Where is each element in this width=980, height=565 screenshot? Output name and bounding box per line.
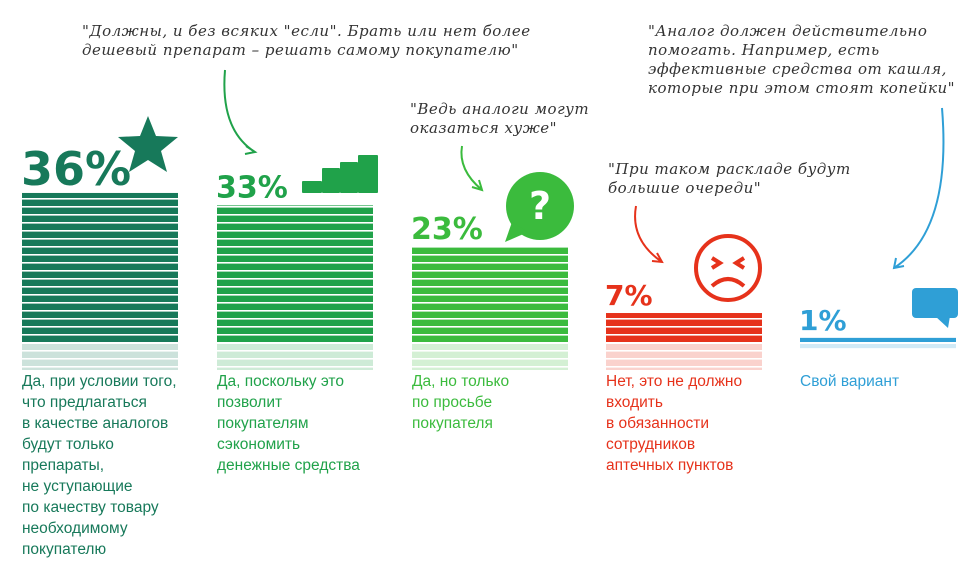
arrows <box>223 69 945 270</box>
bar <box>606 313 762 342</box>
sad-face-icon <box>694 234 762 302</box>
bar-reflection <box>217 344 373 370</box>
chat-icon <box>912 288 958 328</box>
bar-reflection <box>606 344 762 370</box>
bar-reflection <box>22 344 178 370</box>
value-label: 1% <box>799 304 847 337</box>
category-label: Свой вариант <box>800 373 900 390</box>
value-label: 36% <box>21 142 131 196</box>
money-icon <box>302 155 378 193</box>
bar <box>217 205 373 342</box>
quote: "Аналог должен действительно помогать. Н… <box>648 22 956 97</box>
quote: "Ведь аналоги могут оказаться хуже" <box>410 100 590 137</box>
bar <box>800 337 956 342</box>
value-label: 23% <box>411 212 483 247</box>
star-icon <box>118 116 178 172</box>
category-label: Да, поскольку это позволит покупателям с… <box>217 373 360 474</box>
bar <box>412 246 568 342</box>
category-label: Нет, это не должно входить в обязанности… <box>606 373 743 474</box>
value-label: 33% <box>216 170 288 205</box>
quote: "Должны, и без всяких "если". Брать или … <box>82 22 531 59</box>
question-icon: ? <box>505 172 574 242</box>
category-label: Да, но только по просьбе покупателя <box>412 373 510 432</box>
bar-reflection <box>800 344 956 349</box>
bar-reflection <box>412 344 568 370</box>
category-label: Да, при условии того, что предлагаться в… <box>22 373 177 558</box>
quote: "При таком раскладе будут большие очеред… <box>608 160 851 197</box>
svg-text:?: ? <box>529 184 551 228</box>
value-label: 7% <box>605 279 653 312</box>
bar <box>22 192 178 342</box>
